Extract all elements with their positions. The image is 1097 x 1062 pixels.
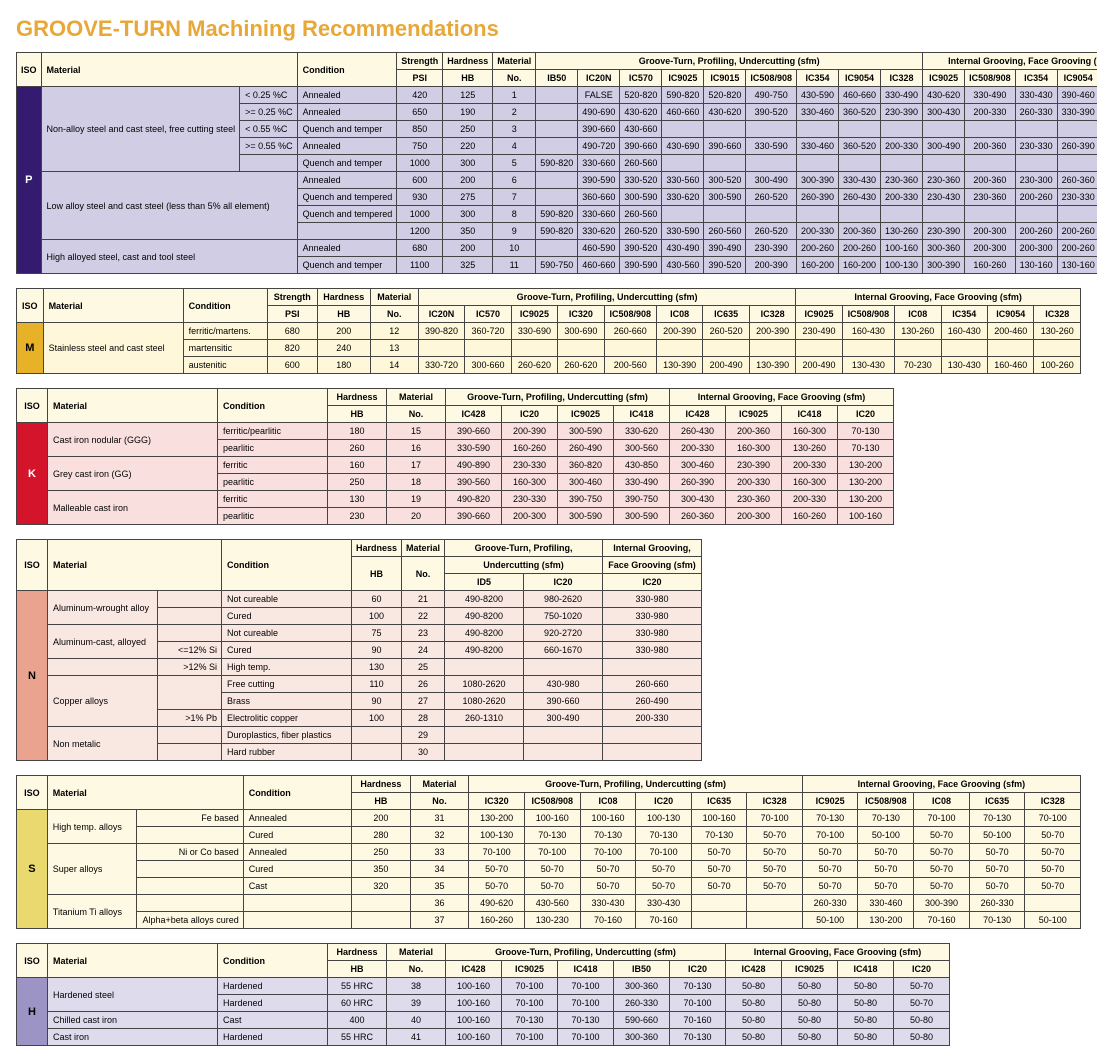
table-H: ISOMaterialConditionHardnessMaterialGroo…	[16, 943, 950, 1046]
table-P: ISOMaterialConditionStrengthHardnessMate…	[16, 52, 1097, 274]
table-M: ISOMaterialConditionStrengthHardnessMate…	[16, 288, 1081, 374]
table-N: ISOMaterialConditionHardnessMaterialGroo…	[16, 539, 702, 761]
table-K: ISOMaterialConditionHardnessMaterialGroo…	[16, 388, 894, 525]
page-title: GROOVE-TURN Machining Recommendations	[16, 16, 1081, 42]
table-S: ISOMaterialConditionHardnessMaterialGroo…	[16, 775, 1081, 929]
